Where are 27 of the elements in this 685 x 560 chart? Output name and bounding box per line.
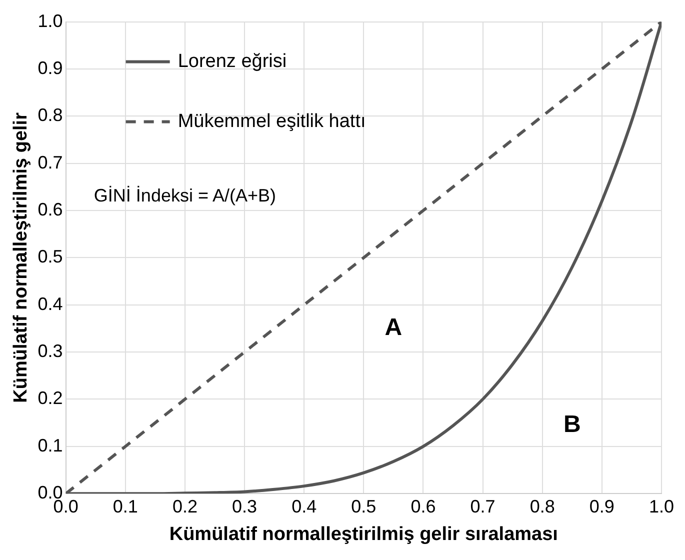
y-axis-title: Kümülatif normalleştirilmiş gelir — [10, 112, 32, 403]
x-tick-label: 0.5 — [351, 496, 376, 516]
y-tick-label: 0.8 — [38, 105, 63, 126]
y-tick-label: 0.7 — [38, 152, 63, 172]
x-tick-label: 1.0 — [648, 496, 674, 516]
y-tick-label: 0.4 — [38, 294, 63, 314]
y-tick-label: 0.5 — [38, 246, 63, 267]
annotation: A — [384, 314, 402, 342]
x-tick-label: 0.3 — [232, 496, 258, 516]
x-tick-label: 0.6 — [410, 496, 436, 516]
x-tick-label: 0.8 — [530, 496, 555, 516]
y-tick-label: 0.9 — [38, 58, 63, 78]
y-tick-label: 0.1 — [38, 435, 63, 456]
x-axis-title: Kümülatif normalleştirilmiş gelir sıralaması — [169, 524, 558, 545]
x-tick-label: 0.1 — [112, 496, 138, 516]
y-tick-label: 0.6 — [38, 199, 63, 220]
x-tick-label: 0.9 — [589, 496, 614, 516]
x-tick-label: 0.7 — [470, 496, 496, 516]
legend-label: Mükemmel eşitlik hattı — [178, 111, 366, 132]
y-tick-label: 0.2 — [38, 388, 63, 408]
x-tick-label: 0.2 — [172, 496, 198, 516]
x-tick-label: 0.4 — [292, 496, 317, 516]
y-tick-label: 0.3 — [38, 341, 63, 362]
annotation: GİNİ İndeksi = A/(A+B) — [94, 185, 276, 206]
annotation: B — [563, 410, 581, 438]
legend-label: Lorenz eğrisi — [178, 51, 287, 72]
y-tick-label: 1.0 — [38, 10, 63, 31]
